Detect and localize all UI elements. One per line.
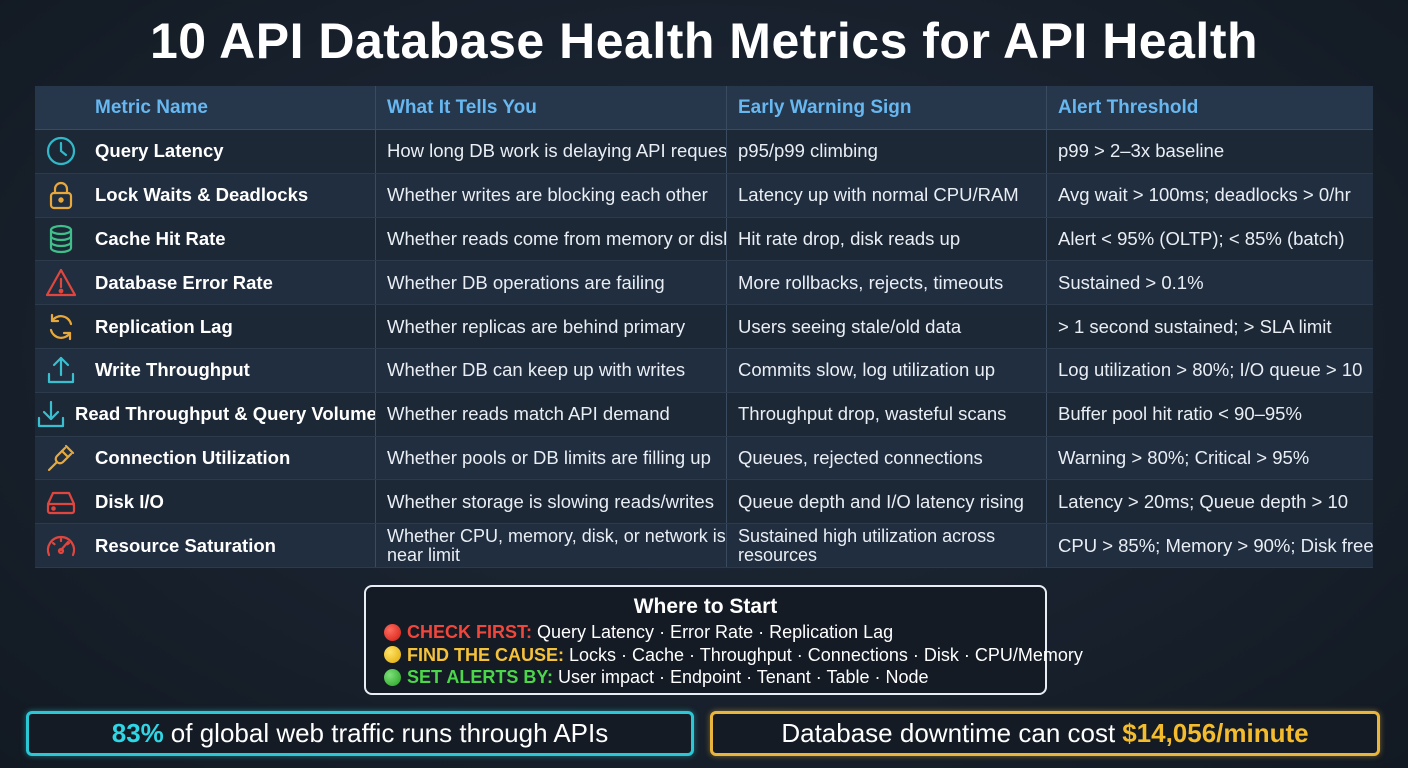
metric-name: Lock Waits & Deadlocks — [95, 184, 309, 206]
table-row: Disk I/O Whether storage is slowing read… — [35, 480, 1373, 525]
api-traffic-stat: 83% of global web traffic runs through A… — [26, 711, 694, 756]
warning-cell: Users seeing stale/old data — [726, 305, 1046, 348]
tells-cell: Whether replicas are behind primary — [375, 305, 726, 348]
find-cause-label: FIND THE CAUSE: — [407, 644, 564, 665]
metric-name: Write Throughput — [95, 359, 250, 381]
table-row: Read Throughput & Query Volume Whether r… — [35, 392, 1373, 437]
warning-cell: Hit rate drop, disk reads up — [726, 217, 1046, 261]
where-to-start-box: Where to Start CHECK FIRST: Query Latenc… — [364, 585, 1083, 695]
table-row: Query Latency How long DB work is delayi… — [35, 130, 1373, 174]
metric-name-cell: Resource Saturation — [35, 524, 375, 567]
api-traffic-percent: 83% — [111, 718, 164, 748]
plug-icon — [35, 437, 87, 480]
find-cause-line: FIND THE CAUSE: Locks · Cache · Throughp… — [384, 644, 1083, 667]
api-traffic-text: of global web traffic runs through APIs — [170, 718, 609, 748]
threshold-cell: Alert < 95% (OLTP); < 85% (batch) — [1046, 217, 1373, 261]
threshold-cell: p99 > 2–3x baseline — [1046, 130, 1373, 173]
table-row: Connection Utilization Whether pools or … — [35, 436, 1373, 481]
tells-cell: Whether reads match API demand — [375, 392, 726, 436]
threshold-cell: > 1 second sustained; > SLA limit — [1046, 305, 1373, 348]
metric-name: Cache Hit Rate — [95, 227, 226, 249]
table-row: Replication Lag Whether replicas are beh… — [35, 305, 1373, 349]
metric-name-cell: Connection Utilization — [35, 437, 375, 480]
table-row: Resource Saturation Whether CPU, memory,… — [35, 524, 1373, 568]
metric-name-cell: Database Error Rate — [35, 261, 375, 304]
tells-cell: Whether storage is slowing reads/writes — [375, 480, 726, 524]
metric-name-cell: Replication Lag — [35, 305, 375, 348]
table-row: Database Error Rate Whether DB operation… — [35, 261, 1373, 306]
metric-name: Query Latency — [95, 140, 224, 162]
set-alerts-line: SET ALERTS BY: User impact · Endpoint · … — [384, 666, 1045, 689]
download-icon — [35, 393, 67, 436]
header-early-warning-sign: Early Warning Sign — [726, 86, 1046, 129]
downtime-cost-text: Database downtime can cost — [781, 718, 1116, 748]
hard-drive-icon — [35, 480, 87, 523]
table-header-row: Metric Name What It Tells You Early Warn… — [35, 86, 1373, 130]
tells-cell: Whether DB operations are failing — [375, 261, 726, 305]
threshold-cell: Log utilization > 80%; I/O queue > 10 — [1046, 348, 1373, 392]
metric-name-cell: Query Latency — [35, 130, 375, 173]
check-first-label: CHECK FIRST: — [407, 622, 532, 642]
warning-cell: More rollbacks, rejects, timeouts — [726, 261, 1046, 305]
check-first-line: CHECK FIRST: Query Latency · Error Rate … — [384, 621, 1045, 644]
metric-name-cell: Write Throughput — [35, 349, 375, 392]
check-first-text: Query Latency · Error Rate · Replication… — [537, 622, 894, 642]
metric-name: Disk I/O — [95, 490, 164, 512]
warning-cell: Queue depth and I/O latency rising — [726, 480, 1046, 524]
threshold-cell: Latency > 20ms; Queue depth > 10 — [1046, 480, 1373, 524]
tells-cell: Whether reads come from memory or disk — [375, 217, 726, 261]
database-icon — [35, 218, 87, 261]
tells-cell: How long DB work is delaying API request… — [375, 130, 726, 173]
threshold-cell: Warning > 80%; Critical > 95% — [1046, 436, 1373, 480]
warning-triangle-icon — [35, 261, 87, 304]
metric-name: Database Error Rate — [95, 271, 273, 293]
warning-cell: p95/p99 climbing — [726, 130, 1046, 173]
yellow-circle-icon — [384, 646, 401, 664]
threshold-cell: CPU > 85%; Memory > 90%; Disk free < 15% — [1046, 524, 1373, 567]
tells-cell: Whether DB can keep up with writes — [375, 348, 726, 392]
upload-icon — [35, 349, 87, 392]
tells-cell: Whether writes are blocking each other — [375, 173, 726, 217]
set-alerts-text: User impact · Endpoint · Tenant · Table … — [558, 667, 929, 687]
page-title: 10 API Database Health Metrics for API H… — [149, 13, 1259, 69]
warning-cell: Sustained high utilization across resour… — [726, 524, 1046, 567]
header-what-it-tells-you: What It Tells You — [375, 86, 726, 129]
warning-cell: Throughput drop, wasteful scans — [726, 392, 1046, 436]
header-metric-name: Metric Name — [95, 96, 208, 118]
green-circle-icon — [384, 668, 401, 686]
metric-name: Replication Lag — [95, 315, 233, 337]
red-circle-icon — [384, 623, 401, 641]
threshold-cell: Avg wait > 100ms; deadlocks > 0/hr — [1046, 173, 1373, 217]
set-alerts-label: SET ALERTS BY: — [407, 667, 554, 687]
tells-cell: Whether CPU, memory, disk, or network is… — [375, 524, 726, 567]
metric-name-cell: Lock Waits & Deadlocks — [35, 174, 375, 217]
lock-icon — [35, 174, 87, 217]
downtime-cost-amount: $14,056/minute — [1122, 718, 1309, 748]
tells-cell: Whether pools or DB limits are filling u… — [375, 436, 726, 480]
gauge-icon — [35, 524, 87, 567]
warning-cell: Latency up with normal CPU/RAM — [726, 173, 1046, 217]
metric-name: Read Throughput & Query Volume — [75, 403, 375, 425]
metric-name-cell: Read Throughput & Query Volume — [35, 393, 375, 436]
warning-cell: Queues, rejected connections — [726, 436, 1046, 480]
downtime-cost-stat: Database downtime can cost $14,056/minut… — [710, 711, 1380, 756]
find-cause-text: Locks · Cache · Throughput · Connections… — [569, 644, 1083, 665]
metric-name-cell: Cache Hit Rate — [35, 218, 375, 261]
metrics-table: Metric Name What It Tells You Early Warn… — [35, 86, 1373, 568]
metric-name: Resource Saturation — [95, 534, 276, 556]
threshold-cell: Sustained > 0.1% — [1046, 261, 1373, 305]
threshold-cell: Buffer pool hit ratio < 90–95% — [1046, 392, 1373, 436]
table-row: Cache Hit Rate Whether reads come from m… — [35, 217, 1373, 262]
where-to-start-title: Where to Start — [633, 595, 778, 618]
clock-icon — [35, 130, 87, 173]
warning-cell: Commits slow, log utilization up — [726, 348, 1046, 392]
sync-arrows-icon — [35, 305, 87, 348]
metric-name: Connection Utilization — [95, 446, 291, 468]
table-row: Write Throughput Whether DB can keep up … — [35, 348, 1373, 393]
metric-name-cell: Disk I/O — [35, 480, 375, 523]
header-alert-threshold: Alert Threshold — [1046, 86, 1373, 129]
table-row: Lock Waits & Deadlocks Whether writes ar… — [35, 173, 1373, 218]
